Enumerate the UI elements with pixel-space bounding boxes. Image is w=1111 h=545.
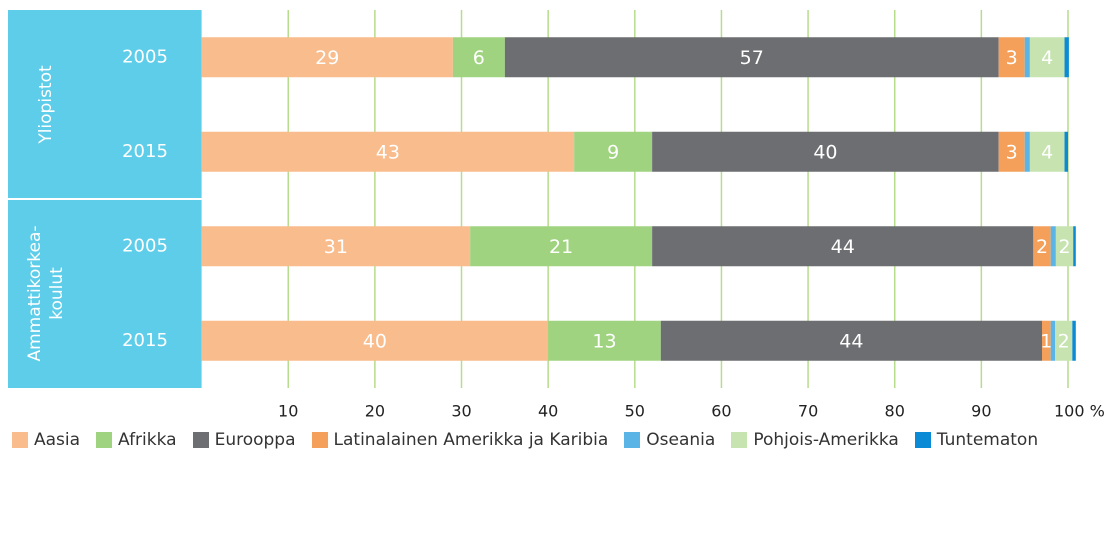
legend-swatch bbox=[624, 432, 641, 448]
value-label: 44 bbox=[831, 236, 855, 258]
value-label: 4 bbox=[1041, 141, 1053, 163]
bar-segment bbox=[1064, 131, 1068, 172]
legend-item: Pohjois-Amerikka bbox=[731, 430, 899, 450]
bar-segment bbox=[998, 131, 1025, 172]
bar-segment bbox=[1072, 320, 1076, 361]
value-label: 40 bbox=[363, 330, 387, 352]
category-label: 2015 bbox=[122, 141, 168, 162]
bar-segment bbox=[1024, 131, 1030, 172]
legend-item: Eurooppa bbox=[192, 430, 296, 450]
value-label: 2 bbox=[1036, 236, 1048, 258]
value-label: 21 bbox=[549, 236, 573, 258]
legend-label: Eurooppa bbox=[214, 430, 296, 450]
value-label: 3 bbox=[1006, 141, 1018, 163]
legend-item: Aasia bbox=[12, 430, 80, 450]
legend-label: Tuntematon bbox=[936, 430, 1039, 450]
bar-segment bbox=[1024, 37, 1030, 78]
bar-segment bbox=[1055, 320, 1073, 361]
category-label: 2015 bbox=[122, 330, 168, 351]
bar-segment bbox=[1029, 131, 1065, 172]
group-label: koulut bbox=[47, 267, 67, 320]
value-label: 6 bbox=[473, 47, 485, 69]
bar-segment bbox=[201, 37, 453, 78]
bar-segment bbox=[470, 226, 653, 267]
legend-swatch bbox=[12, 432, 28, 448]
bar-segment bbox=[652, 226, 1034, 267]
value-label: 13 bbox=[592, 330, 616, 352]
value-label: 2 bbox=[1058, 330, 1070, 352]
value-label: 1 bbox=[1040, 330, 1052, 352]
legend: Aasia Afrikka Eurooppa Latinalainen Amerikk… bbox=[12, 430, 1102, 450]
value-label: 3 bbox=[1006, 47, 1018, 69]
value-label: 31 bbox=[324, 236, 348, 258]
category-label: 2005 bbox=[122, 235, 168, 256]
bar-segment bbox=[452, 37, 505, 78]
legend-item: Afrikka bbox=[96, 430, 177, 450]
bar-segment bbox=[201, 320, 549, 361]
bar-segment bbox=[504, 37, 999, 78]
category-label: 2005 bbox=[122, 46, 168, 67]
bar-segment bbox=[660, 320, 1043, 361]
legend-label: Oseania bbox=[646, 430, 716, 450]
bar-segment bbox=[1050, 226, 1056, 267]
legend-item: Tuntematon bbox=[914, 430, 1039, 450]
x-tick-label: 70 bbox=[798, 402, 818, 421]
bar-segment bbox=[1064, 37, 1069, 78]
x-tick-label: 60 bbox=[711, 402, 731, 421]
legend-label: Afrikka bbox=[118, 430, 177, 450]
bar-segment bbox=[1042, 320, 1051, 361]
legend-item: Latinalainen Amerikka ja Karibia bbox=[311, 430, 609, 450]
group-label: Ammattikorkea- bbox=[25, 225, 45, 361]
x-tick-label: 40 bbox=[538, 402, 558, 421]
x-tick-label: 30 bbox=[451, 402, 471, 421]
legend-label: Pohjois-Amerikka bbox=[753, 430, 899, 450]
value-label: 40 bbox=[813, 141, 837, 163]
legend-swatch bbox=[192, 432, 209, 448]
group-label: Yliopistot bbox=[36, 65, 56, 145]
value-label: 57 bbox=[740, 47, 764, 69]
bar-segment bbox=[1029, 37, 1065, 78]
bar-segment bbox=[998, 37, 1025, 78]
x-tick-label: 80 bbox=[885, 402, 905, 421]
legend-item: Oseania bbox=[624, 430, 715, 450]
legend-swatch bbox=[731, 432, 748, 448]
x-tick-label: 20 bbox=[365, 402, 385, 421]
x-tick-label: 100 % bbox=[1054, 402, 1105, 421]
bar-segment bbox=[201, 131, 575, 172]
value-label: 44 bbox=[839, 330, 863, 352]
value-label: 2 bbox=[1058, 236, 1070, 258]
bar-segment bbox=[201, 226, 471, 267]
x-tick-label: 10 bbox=[278, 402, 298, 421]
legend-label: Aasia bbox=[34, 430, 81, 450]
x-tick-label: 90 bbox=[971, 402, 991, 421]
legend-swatch bbox=[311, 432, 328, 448]
bar-segment bbox=[1050, 320, 1056, 361]
bar-segment bbox=[652, 131, 999, 172]
legend-swatch bbox=[96, 432, 113, 448]
bar-segment bbox=[548, 320, 661, 361]
value-label: 9 bbox=[607, 141, 619, 163]
legend-swatch bbox=[914, 432, 931, 448]
chart: Yliopistot Ammattikorkea-koulut 10 20 30 40 50… bbox=[8, 10, 1105, 421]
value-label: 29 bbox=[315, 47, 339, 69]
bar-segment bbox=[1073, 226, 1076, 267]
value-label: 43 bbox=[376, 141, 400, 163]
bar-segment bbox=[574, 131, 653, 172]
bar-segment bbox=[1055, 226, 1074, 267]
value-label: 4 bbox=[1041, 47, 1053, 69]
bar-segment bbox=[1033, 226, 1051, 267]
x-tick-label: 50 bbox=[625, 402, 645, 421]
legend-label: Latinalainen Amerikka ja Karibia bbox=[333, 430, 609, 450]
